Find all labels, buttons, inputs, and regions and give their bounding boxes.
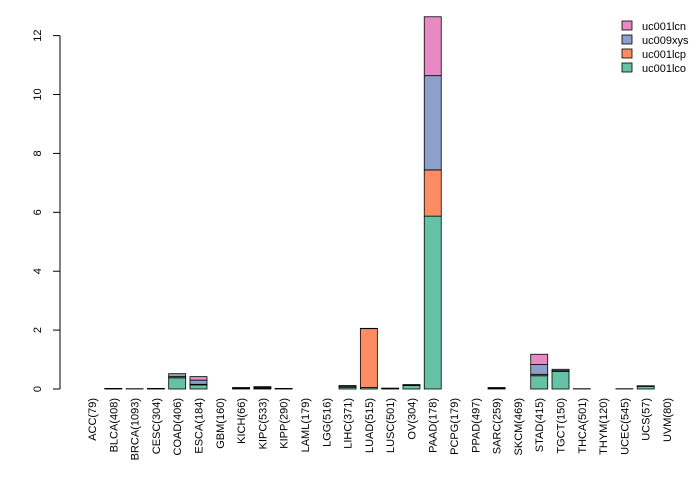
legend: uc001lcn uc009xys uc001lcp uc001lco [621, 20, 689, 75]
legend-label: uc001lcn [642, 21, 686, 33]
bar-segment-uc001lcp [359, 328, 378, 388]
x-tick-label: BLCA(408) [108, 398, 120, 452]
x-tick-label: COAD(406) [172, 398, 184, 455]
bar-segment-uc001lcn [530, 353, 549, 365]
x-tick-label: THCA(501) [577, 398, 589, 454]
legend-label: uc001lco [642, 63, 686, 75]
x-tick-label: GBM(160) [215, 398, 227, 449]
y-tick-label: 8 [32, 150, 44, 156]
x-tick-label: SKCM(469) [513, 398, 525, 455]
legend-label: uc009xys [642, 35, 689, 47]
x-tick-label: STAD(415) [534, 398, 546, 452]
bar-segment-uc009xys [423, 75, 442, 171]
y-tick-label: 2 [32, 327, 44, 333]
legend-swatch [621, 62, 633, 73]
x-tick-label: KICH(66) [236, 398, 248, 444]
x-tick-label: UCEC(545) [619, 398, 631, 455]
y-tick-label: 10 [32, 88, 44, 100]
bar-segment-uc001lco [530, 375, 549, 390]
bar-segment-uc001lco [168, 377, 187, 390]
bar-segment-uc001lcn [423, 16, 442, 77]
y-axis: 0 2 4 6 8 10 12 [32, 29, 61, 392]
x-tick-label: TGCT(150) [556, 398, 568, 454]
x-tick-label: KIPP(290) [279, 398, 291, 449]
y-tick-label: 4 [32, 268, 44, 274]
bar-segment-uc009xys [402, 384, 421, 386]
x-tick-label: THYM(120) [598, 398, 610, 455]
x-tick-label: UCS(57) [641, 398, 653, 441]
bar-segment-uc001lcn [189, 376, 208, 381]
bar-segment-uc009xys [189, 379, 208, 385]
x-tick-label: ACC(79) [87, 398, 99, 441]
bar-segment-uc009xys [338, 385, 357, 388]
bar-segment-uc001lcn [253, 386, 272, 388]
x-tick-label: BRCA(1093) [130, 398, 142, 460]
bar-segment-uc009xys [487, 387, 506, 389]
x-tick-label: UVM(80) [662, 398, 674, 442]
x-tick-label: LGG(516) [321, 398, 333, 447]
x-tick-labels: ACC(79) BLCA(408) BRCA(1093) CESC(304) COAD(… [87, 398, 674, 460]
bar-segment-uc009xys [232, 387, 250, 389]
x-tick-label: LAML(179) [300, 398, 312, 452]
bar-segment-uc001lco [551, 370, 570, 390]
x-tick-label: PAAD(178) [428, 398, 440, 453]
bar-segment-uc001lco [423, 215, 442, 390]
bar-segment-uc001lco [402, 385, 421, 390]
x-tick-label: LUSC(501) [385, 398, 397, 453]
legend-swatch [621, 34, 633, 45]
x-tick-label: PPAD(497) [470, 398, 482, 453]
x-tick-label: KIPC(533) [257, 398, 269, 449]
bar-segment-uc009xys [168, 373, 187, 378]
x-tick-label: LIHC(371) [343, 398, 355, 449]
x-tick-label: ESCA(184) [193, 398, 205, 454]
x-tick-label: PCPG(179) [449, 398, 461, 455]
x-tick-label: CESC(304) [151, 398, 163, 454]
bar-segment-uc001lcp [423, 169, 442, 217]
x-tick-label: LUAD(515) [364, 398, 376, 453]
y-tick-label: 12 [32, 29, 44, 41]
bars [104, 16, 655, 390]
bar-segment-uc009xys [530, 364, 549, 375]
y-tick-label: 0 [32, 386, 44, 392]
legend-label: uc001lcp [642, 49, 686, 61]
bar-segment-uc001lco [189, 384, 208, 390]
x-tick-label: SARC(259) [492, 398, 504, 454]
bar-segment-uc009xys [551, 368, 570, 372]
legend-swatch [621, 20, 633, 31]
x-tick-label: OV(304) [406, 398, 418, 440]
legend-swatch [621, 48, 633, 59]
y-tick-label: 6 [32, 209, 44, 215]
